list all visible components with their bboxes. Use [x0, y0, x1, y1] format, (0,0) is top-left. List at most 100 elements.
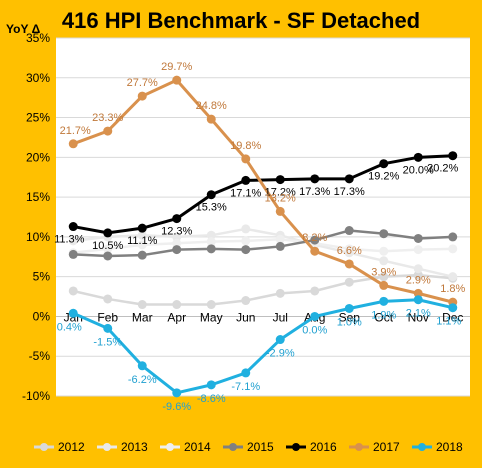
data-label-2018: 1.0%: [337, 316, 362, 328]
data-point-2014: [413, 245, 423, 255]
data-label-2017: 24.8%: [196, 100, 227, 112]
data-label-2016: 19.2%: [368, 171, 399, 183]
data-point-2017: [172, 75, 182, 85]
series-line-2016: [72, 154, 453, 235]
data-point-2015: [241, 245, 251, 255]
data-point-2018: [379, 296, 389, 306]
data-label-2018: -2.9%: [266, 348, 295, 360]
series-line-2018: [72, 298, 454, 395]
data-label-2018: 2.1%: [406, 308, 431, 320]
data-point-2016: [344, 174, 354, 184]
data-label-2017: 2.9%: [406, 274, 431, 286]
x-tick-label: Mar: [132, 310, 153, 324]
data-label-2016: 11.3%: [54, 234, 85, 246]
data-point-2012: [206, 300, 216, 310]
x-tick-label: Oct: [374, 310, 393, 324]
data-point-2017: [103, 126, 113, 136]
series-line-2013: [73, 227, 454, 278]
data-point-2017: [206, 114, 216, 124]
x-tick-label: May: [200, 310, 223, 324]
data-point-2014: [241, 236, 251, 246]
data-point-2016: [172, 214, 182, 224]
y-tick-label: 0%: [33, 309, 51, 323]
y-tick-label: 20%: [26, 150, 50, 164]
series-line-2012: [72, 273, 453, 306]
data-point-2014: [172, 238, 182, 248]
data-point-2016: [241, 175, 251, 185]
data-point-2017: [310, 246, 320, 256]
y-tick-label: 10%: [26, 230, 50, 244]
data-point-2018: [344, 303, 354, 313]
data-label-2018: -8.6%: [197, 393, 226, 405]
legend-label-2015: 2015: [247, 440, 274, 454]
data-point-2017: [344, 259, 354, 269]
y-tick-label: -10%: [22, 389, 50, 403]
data-point-2017: [137, 91, 147, 101]
data-point-2014: [206, 237, 216, 247]
data-point-2015: [413, 233, 423, 243]
x-tick-label: Feb: [97, 310, 118, 324]
data-point-2012: [275, 288, 285, 298]
data-point-2012: [241, 296, 251, 306]
data-point-2018: [68, 308, 78, 318]
y-tick-label: 25%: [26, 111, 50, 125]
data-label-2016: 17.3%: [334, 186, 365, 198]
legend-label-2016: 2016: [310, 440, 337, 454]
y-tick-label: -5%: [29, 349, 51, 363]
data-label-2016: 20.2%: [427, 163, 458, 175]
data-label-2016: 11.1%: [127, 235, 158, 247]
data-point-2014: [275, 234, 285, 244]
legend-label-2014: 2014: [184, 440, 211, 454]
data-point-2012: [344, 277, 354, 287]
data-point-2018: [137, 361, 147, 371]
data-label-2018: -7.1%: [231, 381, 260, 393]
data-point-2018: [172, 388, 182, 398]
data-point-2014: [379, 246, 389, 256]
data-point-2014: [137, 240, 147, 250]
data-point-2016: [379, 159, 389, 169]
data-point-2012: [103, 294, 113, 304]
x-tick-label: Nov: [408, 310, 429, 324]
data-point-2018: [206, 380, 216, 390]
data-label-2017: 3.9%: [371, 266, 396, 278]
data-label-2018: -9.6%: [162, 401, 191, 413]
legend-label-2017: 2017: [373, 440, 400, 454]
data-point-2012: [137, 300, 147, 310]
data-label-2018: 1.1%: [436, 316, 461, 328]
data-point-2012: [310, 286, 320, 296]
data-point-2016: [103, 228, 113, 238]
x-tick-label: Dec: [442, 310, 463, 324]
legend-marker-2018: [418, 443, 426, 451]
legend-marker-2012: [40, 443, 48, 451]
data-label-2018: 0.0%: [302, 324, 327, 336]
data-point-2016: [275, 175, 285, 185]
legend-label-2018: 2018: [436, 440, 463, 454]
data-point-2013: [379, 256, 389, 266]
data-point-2016: [413, 152, 423, 162]
data-point-2013: [413, 264, 423, 274]
data-label-2018: 1.9%: [371, 309, 396, 321]
data-point-2015: [344, 226, 354, 236]
data-point-2017: [413, 288, 423, 298]
data-point-2013: [137, 230, 147, 240]
data-label-2018: -6.2%: [128, 374, 157, 386]
data-label-2016: 17.1%: [230, 187, 261, 199]
data-label-2017: 19.8%: [230, 140, 261, 152]
data-point-2016: [68, 222, 78, 232]
data-label-2016: 17.2%: [265, 187, 296, 199]
data-point-2018: [241, 368, 251, 378]
data-point-2015: [448, 232, 458, 242]
data-point-2018: [310, 311, 320, 321]
x-tick-label: Apr: [167, 310, 186, 324]
data-label-2017: 1.8%: [440, 283, 465, 295]
legend-marker-2017: [355, 443, 363, 451]
series-line-2014: [73, 238, 453, 255]
data-point-2015: [172, 245, 182, 255]
data-point-2014: [448, 244, 458, 254]
data-point-2013: [172, 232, 182, 242]
data-point-2018: [103, 323, 113, 333]
data-point-2016: [137, 223, 147, 233]
x-tick-label: Jun: [236, 310, 255, 324]
